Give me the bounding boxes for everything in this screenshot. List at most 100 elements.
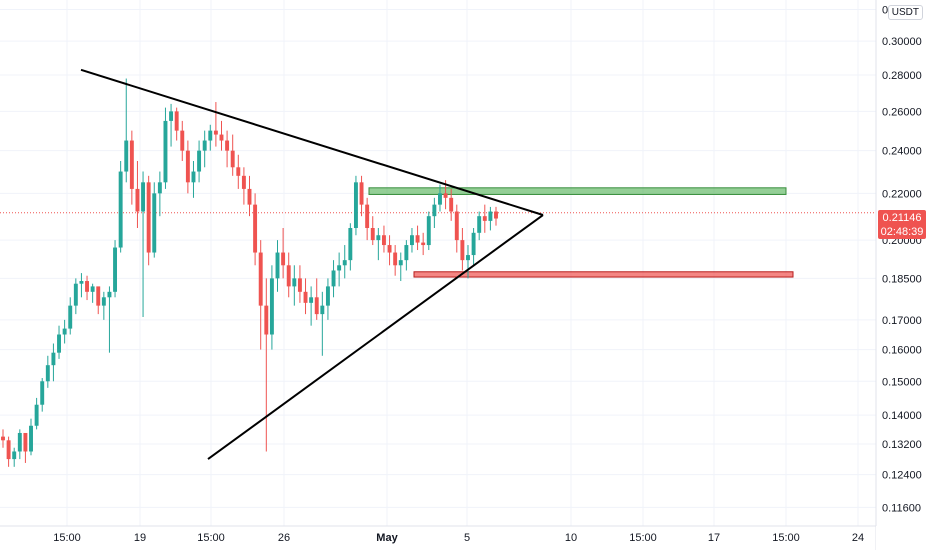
y-tick-label: 0.14000	[882, 410, 922, 422]
candle-body	[213, 130, 218, 135]
x-tick-label: 15:00	[772, 532, 800, 544]
candles	[1, 78, 498, 467]
candle-body	[309, 297, 314, 303]
y-tick-label: 0.12400	[882, 470, 922, 482]
candle-body	[432, 204, 437, 217]
y-tick-label: 0.30000	[882, 36, 922, 48]
candle-body	[101, 297, 106, 306]
candle-body	[449, 197, 454, 212]
candle-body	[466, 255, 470, 261]
candle-body	[230, 150, 235, 168]
candle-body	[185, 150, 190, 183]
candle-body	[320, 305, 325, 315]
candle-body	[477, 216, 482, 233]
x-tick-label: 15:00	[629, 532, 657, 544]
x-tick-label: 5	[464, 532, 470, 544]
candle-body	[62, 328, 67, 335]
y-tick-label: 0.16000	[882, 345, 922, 357]
candle-body	[365, 204, 370, 229]
candle-body	[146, 182, 151, 253]
candle-body	[51, 352, 56, 366]
candle-body	[40, 381, 45, 405]
candle-body	[118, 171, 123, 248]
candle-body	[331, 270, 336, 287]
axis-corner	[876, 526, 932, 550]
candle-body	[488, 211, 493, 221]
candle-body	[264, 305, 269, 335]
y-tick-label: 0.11600	[882, 502, 921, 514]
candle-body	[191, 171, 196, 183]
candle-body	[73, 283, 78, 306]
x-tick-label: 17	[708, 532, 720, 544]
x-tick-label: May	[376, 532, 398, 544]
x-tick-label: 15:00	[53, 532, 81, 544]
candle-body	[225, 140, 230, 151]
candle-body	[303, 291, 308, 303]
candle-body	[29, 425, 33, 452]
time-axis[interactable]: 15:00 19 15:00 26 May 5 10 15:00 17 15:00 24	[53, 532, 864, 544]
candle-body	[393, 252, 398, 266]
candle-body	[494, 211, 498, 219]
x-tick-label: 15:00	[197, 532, 225, 544]
price-axis[interactable]: 0.320000.300000.280000.260000.240000.220…	[882, 5, 922, 515]
candle-body	[415, 235, 420, 243]
candle-body	[269, 278, 274, 335]
candle-body	[169, 111, 174, 121]
candle-body	[208, 130, 213, 141]
y-tick-label: 0.15000	[882, 376, 922, 388]
candle-body	[410, 235, 414, 246]
candle-body	[241, 175, 246, 189]
candle-body	[152, 193, 157, 253]
candle-body	[325, 286, 330, 306]
candle-body	[163, 120, 168, 183]
lower-trendline[interactable]	[207, 214, 544, 460]
x-tick-label: 24	[852, 532, 864, 544]
candle-body	[236, 167, 241, 176]
candle-body	[247, 188, 252, 205]
candle-body	[202, 140, 207, 151]
candle-body	[180, 130, 185, 151]
candle-body	[79, 281, 84, 284]
last-price-label: 0.21146	[883, 212, 922, 224]
candle-body	[426, 216, 431, 246]
candle-body	[387, 245, 392, 253]
candle-body	[342, 260, 347, 266]
candle-body	[197, 150, 202, 172]
candle-body	[107, 291, 112, 298]
candle-body	[96, 286, 101, 306]
candle-body	[135, 188, 140, 212]
candle-body	[34, 404, 39, 426]
candle-body	[124, 140, 129, 172]
candle-body	[6, 440, 11, 460]
support-zone[interactable]	[413, 271, 794, 278]
candle-body	[443, 193, 448, 198]
candle-body	[1, 436, 5, 441]
candle-body	[174, 111, 179, 131]
x-tick-label: 19	[134, 532, 146, 544]
candle-body	[348, 228, 353, 261]
upper-trendline[interactable]	[80, 68, 544, 216]
trendlines	[80, 68, 544, 460]
candle-body	[219, 134, 224, 141]
candle-body	[381, 235, 386, 246]
resistance-zone[interactable]	[368, 187, 787, 195]
candle-body	[292, 278, 297, 287]
candle-body	[45, 365, 50, 382]
y-tick-label: 0.18500	[882, 273, 922, 285]
candle-body	[337, 265, 342, 271]
y-tick-label: 0.13200	[882, 439, 922, 451]
candle-body	[141, 182, 146, 212]
currency-badge[interactable]: USDT	[887, 5, 923, 20]
y-tick-label: 0.28000	[882, 70, 922, 82]
candle-body	[12, 451, 17, 460]
candle-body	[57, 334, 61, 353]
y-tick-label: 0.17000	[882, 315, 922, 327]
countdown-label: 02:48:39	[881, 226, 924, 238]
candle-body	[17, 432, 22, 452]
candle-body	[359, 182, 364, 205]
y-tick-label: 0.24000	[882, 146, 922, 158]
candle-body	[258, 252, 263, 306]
candle-body	[129, 140, 134, 189]
